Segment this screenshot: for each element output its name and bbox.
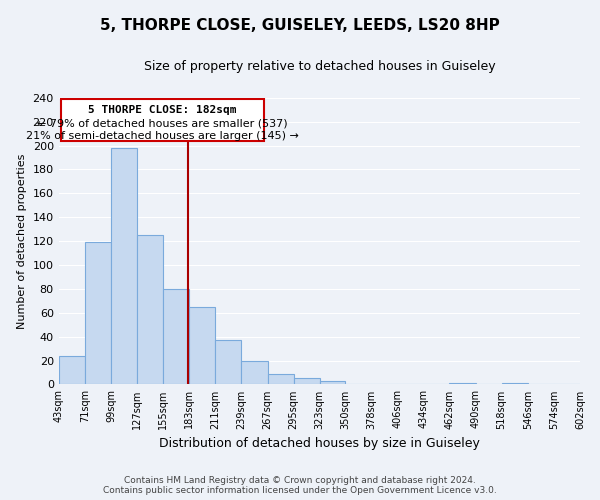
Text: 5 THORPE CLOSE: 182sqm: 5 THORPE CLOSE: 182sqm [88, 105, 237, 115]
Bar [293, 378, 320, 384]
Bar [111, 148, 137, 384]
Bar [59, 356, 85, 384]
Bar [163, 289, 189, 384]
Text: ← 79% of detached houses are smaller (537): ← 79% of detached houses are smaller (53… [37, 118, 288, 128]
Bar [137, 235, 163, 384]
Bar [320, 381, 345, 384]
Text: 5, THORPE CLOSE, GUISELEY, LEEDS, LS20 8HP: 5, THORPE CLOSE, GUISELEY, LEEDS, LS20 8… [100, 18, 500, 32]
X-axis label: Distribution of detached houses by size in Guiseley: Distribution of detached houses by size … [159, 437, 480, 450]
Bar [268, 374, 293, 384]
Y-axis label: Number of detached properties: Number of detached properties [17, 154, 27, 329]
Text: Contains HM Land Registry data © Crown copyright and database right 2024.
Contai: Contains HM Land Registry data © Crown c… [103, 476, 497, 495]
Bar [215, 340, 241, 384]
Bar [85, 242, 111, 384]
Bar [502, 383, 528, 384]
Bar [241, 360, 268, 384]
Text: 21% of semi-detached houses are larger (145) →: 21% of semi-detached houses are larger (… [26, 131, 299, 141]
Bar [61, 99, 264, 141]
Title: Size of property relative to detached houses in Guiseley: Size of property relative to detached ho… [143, 60, 495, 73]
Bar [189, 307, 215, 384]
Bar [449, 383, 476, 384]
